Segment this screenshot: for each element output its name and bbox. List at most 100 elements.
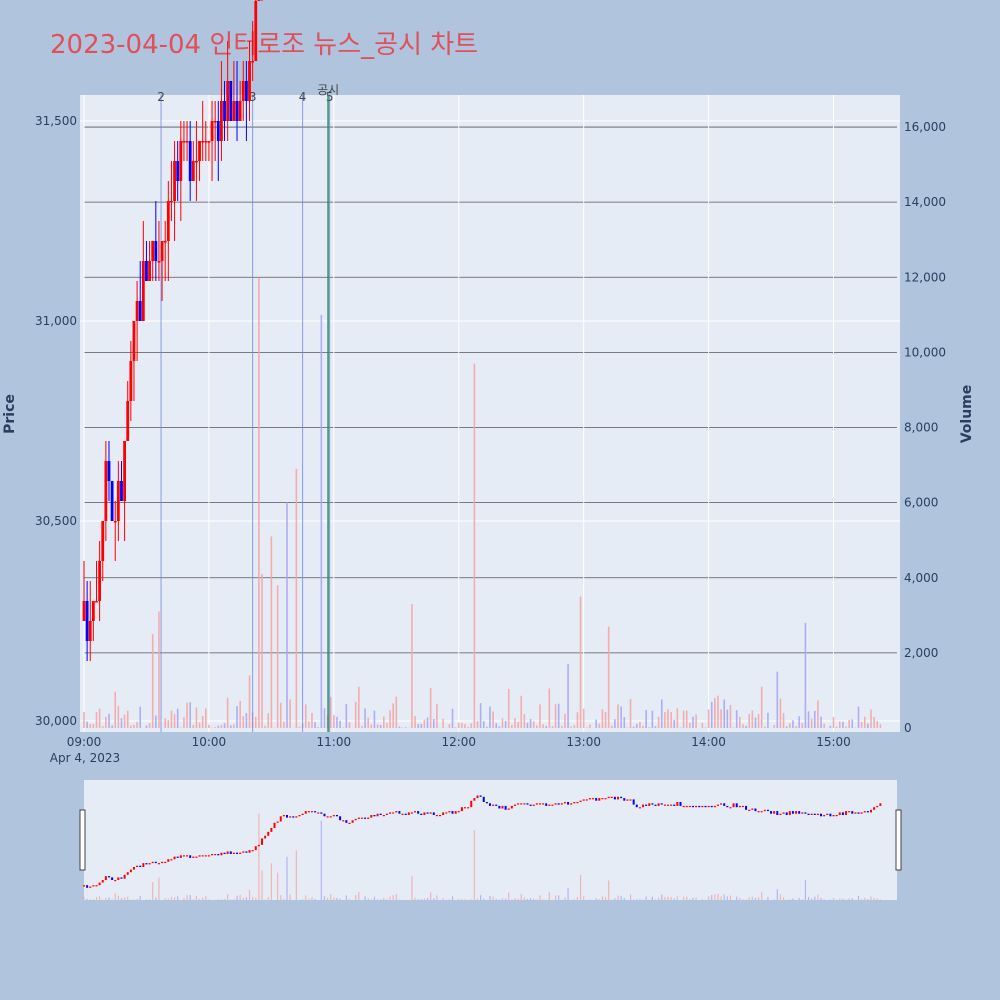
slider-candle [360,817,363,819]
slider-candle [254,846,257,851]
volume-bar [570,726,572,728]
slider-volume-bar [208,899,210,900]
slider-candle [723,803,726,806]
slider-candle [298,815,301,817]
slider-candle [120,877,123,879]
slider-candle [716,804,719,806]
slider-volume-bar [701,899,703,900]
slider-candle [420,813,423,815]
slider-volume-bar [514,898,516,900]
slider-candle [492,804,495,806]
slider-candle [276,821,279,823]
gridlines [80,95,900,732]
slider-candle [351,820,354,823]
slider-volume-bar [267,897,269,900]
slider-volume-bar [117,895,119,900]
slider-candle [320,812,323,814]
slider-candle [479,795,482,797]
volume-bar [660,699,663,728]
candle-body [132,321,136,361]
slider-candle [323,813,326,817]
plot-area[interactable] [80,95,900,732]
volume-bar [557,703,560,728]
slider-candle [445,812,448,814]
slider-candle [257,844,260,847]
slider-candle [732,803,735,808]
slider-volume-bar [645,896,647,900]
slider-volume-bar [223,899,226,900]
volume-bar [614,719,616,728]
slider-candle [217,854,220,856]
slider-volume-bar [870,896,872,900]
volume-bar [586,727,588,728]
y2-tick-label: 8,000 [904,421,938,435]
slider-volume-bar [348,898,351,900]
slider-volume-bar [508,892,510,900]
slider-candle [148,863,151,865]
slider-candle [289,816,292,818]
slider-candle [548,804,551,806]
volume-bar [507,688,510,728]
candle-body [176,161,180,181]
slider-candle [776,811,779,815]
slider-candle [779,813,782,815]
volume-bar [795,726,797,728]
volume-bar [838,721,841,728]
slider-candle [285,815,288,818]
slider-candle [439,815,442,817]
slider-volume-bar [501,898,504,900]
volume-bar [623,717,626,728]
volume-bar [139,706,142,728]
y2-tick-label: 14,000 [904,195,946,209]
rangeslider-handle-left[interactable] [79,809,86,871]
slider-volume-bar [804,879,807,900]
slider-volume-bar [336,897,338,900]
slider-volume-bar [492,896,494,900]
slider-candle [376,813,379,817]
slider-volume-bar [548,892,550,900]
y2-tick-label: 2,000 [904,646,938,660]
slider-candle [720,803,723,805]
slider-volume-bar [739,897,741,900]
volume-bar [642,725,644,728]
slider-candle [632,799,635,805]
rangeslider-background[interactable] [84,780,897,900]
slider-volume-bar [817,894,819,900]
candle-body [135,301,139,321]
volume-bar [283,721,285,728]
slider-candle [482,796,485,802]
volume-bar [729,704,732,728]
slider-candle [829,813,832,817]
slider-candle [766,809,769,812]
slider-volume-bar [867,899,869,900]
slider-candle [810,813,813,815]
slider-volume-bar [220,899,223,900]
volume-bar [785,726,788,728]
slider-volume-bar [595,898,597,900]
volume-bar [464,724,466,728]
slider-candle [876,805,879,808]
slider-candle [357,817,360,819]
slider-candle [404,813,407,815]
volume-bar [417,724,419,728]
marker-label: 5 [326,90,334,104]
volume-bar [670,712,672,728]
volume-bar [695,714,697,728]
slider-volume-bar [589,899,591,900]
slider-candle [129,869,132,873]
volume-bar [682,710,685,728]
y2-tick-label: 4,000 [904,571,938,585]
slider-volume-bar [748,897,750,900]
volume-bar [130,725,132,728]
slider-volume-bar [832,897,835,900]
slider-volume-bar [779,894,782,900]
volume-bar [148,723,151,728]
volume-bar [383,716,385,728]
slider-volume-bar [567,887,569,900]
volume-bar [604,711,607,728]
rangeslider-handle-right[interactable] [895,809,902,871]
slider-volume-bar [277,872,279,900]
slider-volume-bar [851,898,853,900]
candle-body [173,161,176,201]
